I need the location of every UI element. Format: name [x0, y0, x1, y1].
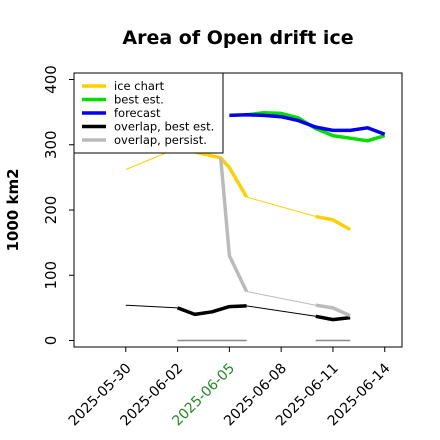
y-tick-label: 200: [42, 196, 60, 225]
chart-title: Area of Open drift ice: [122, 27, 353, 49]
series-connector-overlap-best-est-: [246, 305, 316, 317]
series-connector-ice-chart: [246, 196, 316, 217]
y-axis-label: 1000 km2: [4, 168, 22, 251]
series-line-forecast: [229, 113, 386, 136]
legend-label: overlap, persist.: [114, 133, 207, 147]
series-line-overlap-persist-: [218, 157, 249, 293]
legend-label: ice chart: [114, 79, 165, 93]
series-line-ice-chart: [177, 146, 249, 198]
y-tick-label: 400: [42, 65, 60, 94]
legend-label: overlap, best est.: [114, 120, 214, 134]
series-connector-overlap-best-est-: [125, 304, 178, 309]
legend-label: forecast: [114, 106, 161, 120]
plot-area: 01002003004002025-05-302025-06-022025-06…: [42, 65, 403, 429]
legend-label: best est.: [114, 93, 164, 107]
series-line-overlap-persist-: [315, 303, 351, 318]
series-line-overlap-best-est-: [176, 304, 247, 317]
y-tick-label: 100: [42, 261, 60, 290]
series-line-ice-chart: [315, 214, 352, 232]
y-tick-label: 0: [42, 336, 60, 346]
series-connector-overlap-persist-: [246, 291, 316, 306]
y-tick-label: 300: [42, 130, 60, 159]
series-line-overlap-best-est-: [315, 314, 351, 322]
